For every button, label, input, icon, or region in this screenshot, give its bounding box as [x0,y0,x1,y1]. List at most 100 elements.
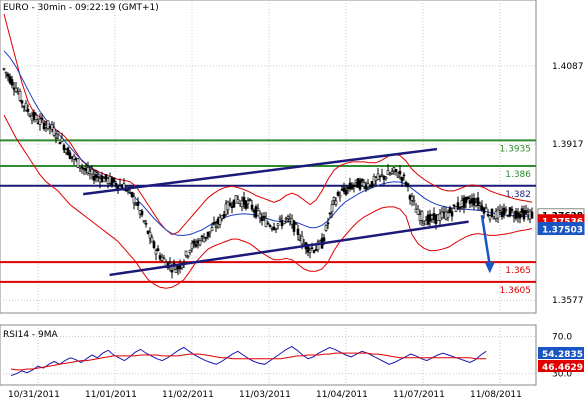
candle-body [508,207,512,217]
candle-body [466,196,470,200]
candle-body [312,250,316,253]
candle-body [488,215,492,220]
candle-body [220,215,224,219]
candle-body [102,178,106,183]
level-label: 1.3935 [500,144,532,154]
candle-body [110,177,114,186]
candle-body [62,144,66,151]
candle-body [504,209,508,211]
candle-body [188,249,192,253]
candle-body [252,210,256,213]
candle-body [74,158,78,160]
candle-body [86,167,90,174]
rsi-value-label: 54.2835 [542,350,583,360]
candle-body [238,200,242,204]
candle-body [186,255,190,258]
candle-body [358,180,362,190]
candle-body [12,87,16,90]
candle-body [108,176,112,184]
candle-body [350,184,354,190]
candle-body [208,231,212,234]
level-label: 1.365 [505,266,531,276]
candle-body [282,220,286,224]
candle-body [294,223,298,226]
candle-body [222,214,226,218]
candle-body [400,176,404,182]
candle-body [196,240,200,244]
candle-body [100,175,104,182]
candle-body [72,155,76,160]
candle-body [200,235,204,238]
candle-body [510,208,514,211]
candle-body [152,241,156,248]
candle-body [440,211,444,219]
candle-body [248,199,252,201]
x-tick-label: 11/07/2011 [393,390,445,400]
candle-body [386,170,390,175]
candle-body [486,214,490,216]
candle-body [60,137,64,142]
candle-body [192,240,196,244]
level-label: 1.382 [505,190,531,200]
candle-body [482,207,486,214]
candle-body [402,174,406,177]
trendlines [83,147,469,277]
candle-body [50,124,54,130]
candle-body [388,173,392,176]
candle-body [136,202,140,206]
candle-body [476,197,480,206]
trendline [83,147,438,196]
candle-body [518,213,522,219]
candle-body [316,241,320,251]
candle-body [410,196,414,201]
candle-body [268,225,272,227]
arrow-shaft [480,215,491,266]
candle-body [266,223,270,225]
candle-body [452,204,456,207]
candle-body [250,204,254,210]
candle-body [324,224,328,231]
candle-body [308,250,312,253]
candle-body [362,182,366,187]
rsi-value-box [538,360,584,372]
candle-body [14,87,18,92]
arrow-head [484,262,495,274]
candle-body [82,167,86,170]
candle-body [34,114,38,120]
candle-body [212,222,216,225]
candle-body [450,211,454,217]
candle-body [194,243,198,247]
candle-body [64,149,68,154]
candle-body [234,195,238,204]
candle-body [224,203,228,216]
candle-body [456,202,460,210]
candle-body [336,191,340,196]
rsi-tick-label: 70.0 [552,332,572,342]
candle-body [76,158,80,168]
candles [2,67,534,279]
candle-body [448,207,452,213]
candle-body [144,222,148,225]
candle-body [276,223,280,226]
candle-body [2,68,6,70]
candle-body [6,73,10,77]
candle-body [506,215,510,218]
y-tick-label: 1.4087 [552,62,584,72]
candle-body [260,217,264,221]
candle-body [330,204,334,213]
candle-body [150,237,154,243]
rsi-title: RSI14 - 9MA [3,330,59,340]
candle-body [40,117,44,120]
candle-body [56,131,60,135]
x-tick-label: 11/04/2011 [316,390,368,400]
candle-body [228,202,232,207]
x-tick-label: 10/31/2011 [8,390,60,400]
candle-body [154,250,158,255]
candle-body [198,240,202,246]
candle-body [246,200,250,205]
candle-body [66,147,70,156]
candle-body [210,227,214,231]
time-axis: 10/31/2011 11/01/2011 11/02/2011 11/03/2011… [8,390,522,400]
candle-body [310,247,314,249]
candle-body [384,176,388,179]
